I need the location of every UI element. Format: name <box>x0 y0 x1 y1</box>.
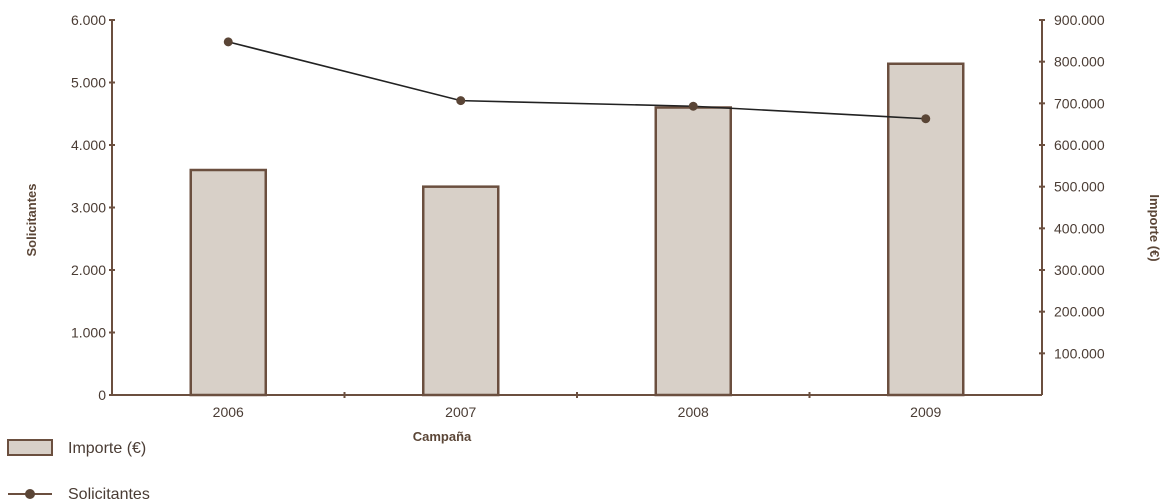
y2-tick-label: 500.000 <box>1054 179 1105 195</box>
line-layer <box>223 37 931 124</box>
solicitantes-point-2006 <box>223 37 233 47</box>
bars-layer <box>189 62 965 397</box>
y-tick-label: 5.000 <box>71 75 106 91</box>
x-axis-title: Campaña <box>413 429 472 444</box>
solicitantes-point-2007 <box>456 96 466 106</box>
y2-tick-label: 800.000 <box>1054 54 1105 70</box>
bar-2006 <box>189 168 267 397</box>
y2-tick-label: 700.000 <box>1054 95 1105 111</box>
y2-tick-label: 600.000 <box>1054 137 1105 153</box>
x-tick-label: 2008 <box>678 404 709 420</box>
y2-tick-label: 400.000 <box>1054 220 1105 236</box>
y-tick-label: 0 <box>98 387 106 403</box>
y-axis-title: Solicitantes <box>24 184 39 257</box>
y-tick-label: 4.000 <box>71 137 106 153</box>
legend: Importe (€) Solicitantes <box>7 439 150 500</box>
bar-2009 <box>887 62 965 397</box>
axes-layer: 0 1.000 2.000 3.000 4.000 5.000 6.000 100.000 20… <box>71 12 1105 420</box>
y2-tick-label: 900.000 <box>1054 12 1105 28</box>
legend-line-marker <box>25 489 35 499</box>
legend-line-label: Solicitantes <box>68 486 150 500</box>
y2-tick-label: 100.000 <box>1054 345 1105 361</box>
y2-tick-label: 300.000 <box>1054 262 1105 278</box>
y2-axis-title: Importe (€) <box>1147 194 1162 261</box>
x-tick-label: 2006 <box>213 404 244 420</box>
solicitantes-point-2009 <box>921 114 931 124</box>
y-tick-label: 2.000 <box>71 262 106 278</box>
legend-bar-swatch <box>7 439 53 456</box>
solicitantes-line <box>228 41 926 120</box>
y2-tick-label: 200.000 <box>1054 304 1105 320</box>
y-tick-label: 3.000 <box>71 200 106 216</box>
y-tick-label: 6.000 <box>71 12 106 28</box>
y-tick-label: 1.000 <box>71 325 106 341</box>
legend-bar-label: Importe (€) <box>68 440 146 457</box>
bar-2008 <box>654 106 732 397</box>
solicitantes-point-2008 <box>688 101 698 111</box>
x-tick-label: 2009 <box>910 404 941 420</box>
x-tick-label: 2007 <box>445 404 476 420</box>
bar-2007 <box>422 185 500 397</box>
